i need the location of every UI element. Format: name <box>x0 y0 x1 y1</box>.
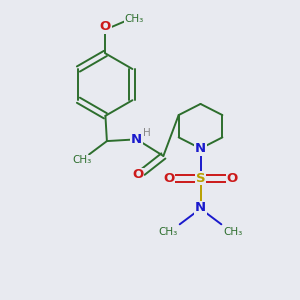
Text: H: H <box>143 128 151 138</box>
Text: CH₃: CH₃ <box>224 227 243 237</box>
Text: CH₃: CH₃ <box>158 227 178 237</box>
Text: CH₃: CH₃ <box>124 14 143 24</box>
Text: O: O <box>133 168 144 181</box>
Text: O: O <box>227 172 238 185</box>
Text: N: N <box>131 133 142 146</box>
Text: N: N <box>195 202 206 214</box>
Text: O: O <box>163 172 174 185</box>
Text: O: O <box>100 20 111 33</box>
Text: S: S <box>196 172 205 185</box>
Text: N: N <box>195 142 206 155</box>
Text: CH₃: CH₃ <box>72 155 91 165</box>
